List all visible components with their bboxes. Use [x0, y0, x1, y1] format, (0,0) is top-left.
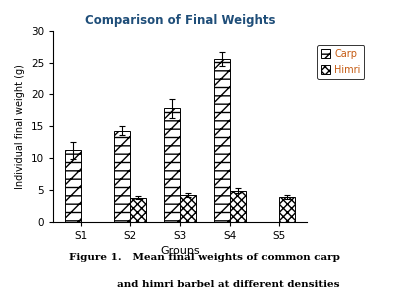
Bar: [130, 197, 146, 222]
Title: Comparison of Final Weights: Comparison of Final Weights: [85, 14, 275, 27]
Legend: Carp, Himri: Carp, Himri: [317, 45, 364, 79]
Bar: [214, 59, 229, 222]
Text: Figure 1.   Mean final weights of common carp: Figure 1. Mean final weights of common c…: [69, 253, 340, 261]
Text: and himri barbel at different densities: and himri barbel at different densities: [70, 280, 339, 289]
Bar: [164, 108, 180, 222]
Bar: [279, 197, 295, 222]
Y-axis label: Individual final weight (g): Individual final weight (g): [15, 64, 25, 189]
Bar: [229, 191, 245, 222]
Bar: [115, 131, 130, 222]
Bar: [180, 195, 196, 222]
X-axis label: Groups: Groups: [160, 246, 200, 256]
Bar: [65, 151, 81, 222]
